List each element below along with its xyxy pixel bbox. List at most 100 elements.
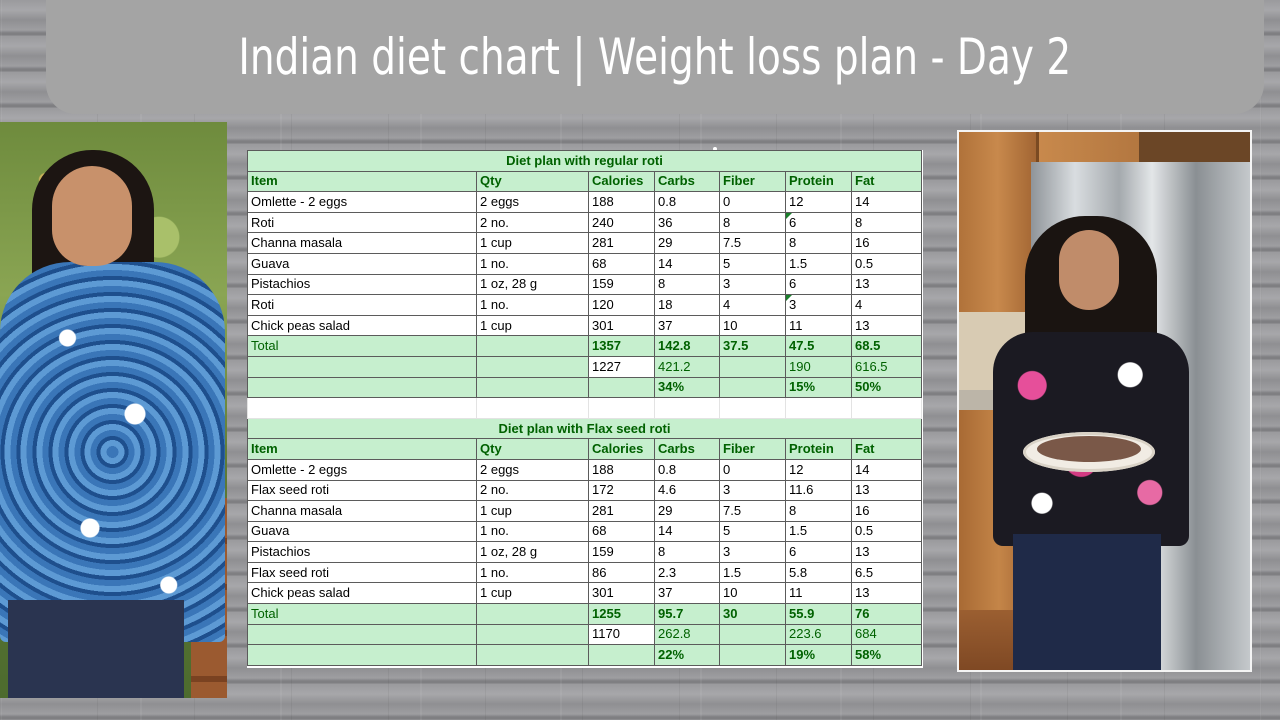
table-cell: 11.6	[785, 479, 852, 502]
flax-column-header-row: Item Qty Calories Carbs Fiber Protein Fat	[247, 438, 923, 460]
column-header-fat: Fat	[850, 438, 923, 460]
table-cell: 301	[588, 582, 655, 605]
total-cell: 1357	[588, 335, 655, 357]
column-header-carbs: Carbs	[654, 170, 720, 193]
flax-total-row: Total 1255 95.7 30 55.9 76	[247, 603, 923, 625]
table-cell: 1 oz, 28 g	[476, 273, 589, 296]
table-cell: Channa masala	[247, 500, 477, 522]
empty-cell	[654, 397, 720, 419]
table-cell: 1 no.	[476, 561, 589, 584]
regular-calc-row: 1227 421.2 190 616.5	[247, 355, 923, 378]
table-cell: 0	[719, 191, 786, 213]
table-cell: Chick peas salad	[247, 582, 477, 605]
column-header-calories: Calories	[588, 170, 655, 193]
table-cell: 86	[588, 561, 655, 584]
table-row: Guava 1 no. 68 14 5 1.5 0.5	[247, 252, 923, 275]
table-cell: 13	[850, 479, 923, 502]
total-cell: 30	[719, 603, 786, 625]
table-cell: 1 oz, 28 g	[476, 541, 589, 563]
percent-cell	[247, 376, 477, 399]
table-row: Roti 1 no. 120 18 4 3 4	[247, 294, 923, 316]
percent-cell	[476, 376, 589, 399]
table-row: Chick peas salad 1 cup 301 37 10 11 13	[247, 582, 923, 605]
calc-cell: 684	[850, 623, 923, 646]
table-cell: 13	[850, 582, 923, 605]
table-cell: 8	[850, 211, 923, 234]
table-cell: 1 no.	[476, 252, 589, 275]
table-row: Pistachios 1 oz, 28 g 159 8 3 6 13	[247, 273, 923, 296]
spacer-row	[247, 397, 923, 419]
percent-cell: 22%	[654, 644, 720, 666]
calc-cell	[476, 355, 589, 378]
table-cell: 6	[785, 541, 852, 563]
table-cell: 12	[785, 191, 852, 213]
table-cell: Flax seed roti	[247, 561, 477, 584]
regular-percent-row: 34% 15% 50%	[247, 376, 923, 399]
table-cell: 281	[588, 500, 655, 522]
calc-cell	[247, 623, 477, 646]
table-cell: 7.5	[719, 232, 786, 254]
total-cell: 37.5	[719, 335, 786, 357]
flax-heading-row: Diet plan with Flax seed roti	[246, 417, 923, 440]
table-cell: 5	[719, 520, 786, 543]
regular-column-header-row: Item Qty Calories Carbs Fiber Protein Fat	[247, 170, 923, 193]
table-row: Roti 2 no. 240 36 8 6 8	[247, 211, 923, 234]
table-cell: 120	[588, 294, 655, 316]
table-row: Channa masala 1 cup 281 29 7.5 8 16	[247, 232, 923, 254]
blue-floral-kurta	[0, 262, 225, 642]
table-cell: 14	[654, 520, 720, 543]
empty-cell	[850, 397, 923, 419]
total-cell: 1255	[588, 603, 655, 625]
table-cell: 14	[850, 458, 923, 481]
table-row: Flax seed roti 2 no. 172 4.6 3 11.6 13	[247, 479, 923, 502]
table-cell: 159	[588, 273, 655, 296]
regular-heading-row: Diet plan with regular roti	[246, 150, 923, 172]
table-cell: 301	[588, 314, 655, 337]
column-header-fat: Fat	[850, 170, 923, 193]
table-row: Chick peas salad 1 cup 301 37 10 11 13	[247, 314, 923, 337]
percent-cell	[588, 644, 655, 666]
person-pants	[8, 600, 184, 698]
regular-total-row: Total 1357 142.8 37.5 47.5 68.5	[247, 335, 923, 357]
flax-seed-rotis	[1037, 436, 1141, 462]
column-header-fiber: Fiber	[719, 438, 786, 460]
percent-cell	[719, 644, 786, 666]
empty-cell	[588, 397, 655, 419]
table-cell: Pistachios	[247, 541, 477, 563]
empty-cell	[476, 397, 589, 419]
table-row: Flax seed roti 1 no. 86 2.3 1.5 5.8 6.5	[247, 561, 923, 584]
empty-cell	[785, 397, 852, 419]
table-cell: 6	[785, 273, 852, 296]
total-cell: Total	[247, 335, 477, 357]
calc-cell	[247, 355, 477, 378]
percent-cell	[719, 376, 786, 399]
table-cell: Channa masala	[247, 232, 477, 254]
total-cell: 47.5	[785, 335, 852, 357]
after-photo	[957, 130, 1252, 672]
table-cell: 36	[654, 211, 720, 234]
column-header-calories: Calories	[588, 438, 655, 460]
table-cell: 16	[850, 500, 923, 522]
page-title: Indian diet chart | Weight loss plan - D…	[238, 28, 1072, 86]
before-photo	[0, 122, 227, 698]
table-cell: 2 no.	[476, 211, 589, 234]
total-cell: Total	[247, 603, 477, 625]
calc-cell: 190	[785, 355, 852, 378]
table-cell: 1.5	[719, 561, 786, 584]
table-cell: 10	[719, 582, 786, 605]
table-cell: 3	[719, 479, 786, 502]
table-cell: 29	[654, 500, 720, 522]
table-cell: 1 no.	[476, 520, 589, 543]
column-header-fiber: Fiber	[719, 170, 786, 193]
column-header-qty: Qty	[476, 170, 589, 193]
flax-heading: Diet plan with Flax seed roti	[246, 417, 923, 440]
table-cell: 29	[654, 232, 720, 254]
table-cell: 8	[785, 232, 852, 254]
column-header-carbs: Carbs	[654, 438, 720, 460]
calc-cell: 616.5	[850, 355, 923, 378]
table-cell: 1 cup	[476, 582, 589, 605]
table-cell: 13	[850, 541, 923, 563]
table-cell: Roti	[247, 294, 477, 316]
column-header-protein: Protein	[785, 170, 852, 193]
percent-cell: 19%	[785, 644, 852, 666]
